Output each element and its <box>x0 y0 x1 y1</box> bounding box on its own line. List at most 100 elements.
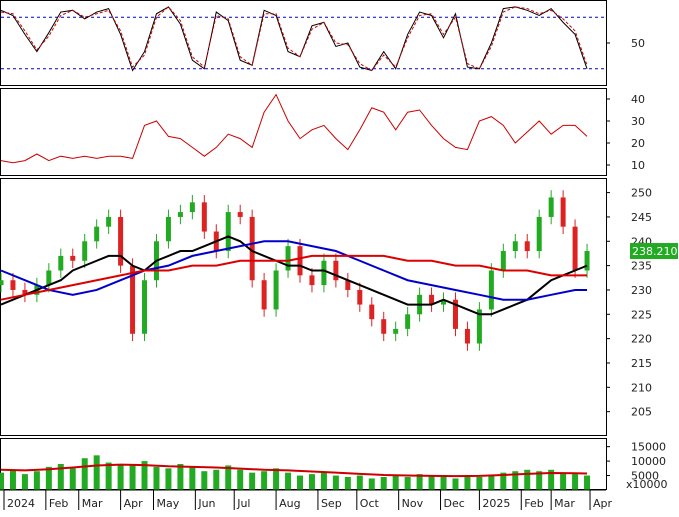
x-tick-label: Jun <box>197 497 215 510</box>
volume-bar <box>33 471 40 490</box>
adx-panel: 10 20 30 40 <box>0 88 645 176</box>
y-tick-label: 225 <box>631 308 652 321</box>
volume-bar <box>356 475 363 490</box>
y-tick-label: 10 <box>631 159 645 172</box>
x-tick-label: Oct <box>360 497 380 510</box>
volume-bar <box>440 477 447 490</box>
candle-body <box>273 270 279 310</box>
candle-body <box>333 260 339 281</box>
volume-bar <box>512 471 519 490</box>
panel-frame <box>0 178 607 436</box>
panel-frame <box>0 0 607 86</box>
x-tick-label: Jul <box>236 497 250 510</box>
y-tick-label: 215 <box>631 357 652 370</box>
volume-bar <box>201 471 208 490</box>
volume-bar <box>21 474 28 490</box>
x-axis: 2024 Feb Mar Apr May Jun Jul Aug Sep Oct Nov Dec 202… <box>0 489 613 510</box>
candle-body <box>249 216 255 281</box>
candle-body <box>82 241 88 261</box>
candle-body <box>572 226 578 271</box>
volume-bar <box>81 458 88 490</box>
candle-body <box>381 319 387 334</box>
volume-bar <box>285 472 292 490</box>
candle-body <box>393 328 399 334</box>
y-tick-label: 235 <box>631 260 652 273</box>
y-tick-label: 20 <box>631 137 645 150</box>
candle-body <box>10 280 16 290</box>
volume-bar <box>189 466 196 490</box>
x-tick-label: Sep <box>321 497 342 510</box>
volume-bar <box>476 477 483 490</box>
volume-bar <box>69 468 76 490</box>
x-tick-label: Feb <box>49 497 68 510</box>
volume-bar <box>500 472 507 490</box>
candle-body <box>142 280 148 334</box>
candle-body <box>464 328 470 344</box>
volume-unit-label: x10000 <box>626 478 668 491</box>
volume-bar <box>165 468 172 490</box>
volume-bar <box>380 477 387 490</box>
volume-bar <box>261 471 268 490</box>
volume-bar <box>488 475 495 490</box>
candle-body <box>369 304 375 320</box>
candle-body <box>70 255 76 261</box>
candle-body <box>536 216 542 252</box>
candle-body <box>118 216 124 266</box>
candle-body <box>584 251 590 271</box>
volume-bar <box>105 462 112 490</box>
candle-body <box>500 251 506 271</box>
candle-body <box>345 280 351 290</box>
candle-body <box>488 270 494 310</box>
x-tick-label: May <box>156 497 179 510</box>
volume-bar <box>177 464 184 490</box>
volume-bar <box>344 477 351 490</box>
volume-bar <box>249 472 256 490</box>
candle-body <box>512 241 518 252</box>
y-tick-label: 220 <box>631 333 652 346</box>
stochastic-panel: 50 <box>0 0 645 86</box>
volume-bar <box>428 475 435 490</box>
candle-body <box>130 265 136 334</box>
candle-body <box>285 246 291 271</box>
candle-body <box>441 299 447 305</box>
adx-line <box>0 93 588 164</box>
y-tick-label: 10000 <box>631 455 666 468</box>
volume-bar <box>237 469 244 490</box>
y-tick-label: 245 <box>631 211 652 224</box>
candle-body <box>0 280 4 286</box>
candle-body <box>22 289 28 295</box>
volume-ma-line <box>0 463 588 478</box>
volume-bar <box>225 465 232 490</box>
volume-bar <box>0 472 4 490</box>
y-tick-label: 40 <box>631 93 645 106</box>
volume-bar <box>273 468 280 490</box>
volume-bar <box>117 465 124 490</box>
last-price-label: 238.2100 <box>632 245 679 258</box>
volume-bar <box>297 475 303 490</box>
y-tick-label: 230 <box>631 284 652 297</box>
candle-body <box>201 202 207 232</box>
x-tick-label: Feb <box>524 497 543 510</box>
x-tick-label: Apr <box>124 497 144 510</box>
x-tick-label: Dec <box>444 497 465 510</box>
volume-bar <box>141 461 148 490</box>
volume-bar <box>536 471 543 490</box>
moving-average-line <box>0 235 588 316</box>
volume-bar <box>404 477 411 490</box>
volume-bar <box>45 466 52 490</box>
candle-body <box>560 197 566 227</box>
volume-bar <box>332 475 339 490</box>
y-tick-label: 15000 <box>631 441 666 454</box>
y-tick-label: 50 <box>631 37 645 50</box>
candle-body <box>46 270 52 286</box>
candle-body <box>165 216 171 242</box>
moving-average-line <box>0 240 588 301</box>
volume-bar <box>308 474 315 490</box>
volume-bar <box>368 478 375 490</box>
volume-bar <box>524 469 531 490</box>
moving-average-line <box>0 254 588 301</box>
candle-body <box>405 314 411 329</box>
candle-body <box>476 309 482 344</box>
